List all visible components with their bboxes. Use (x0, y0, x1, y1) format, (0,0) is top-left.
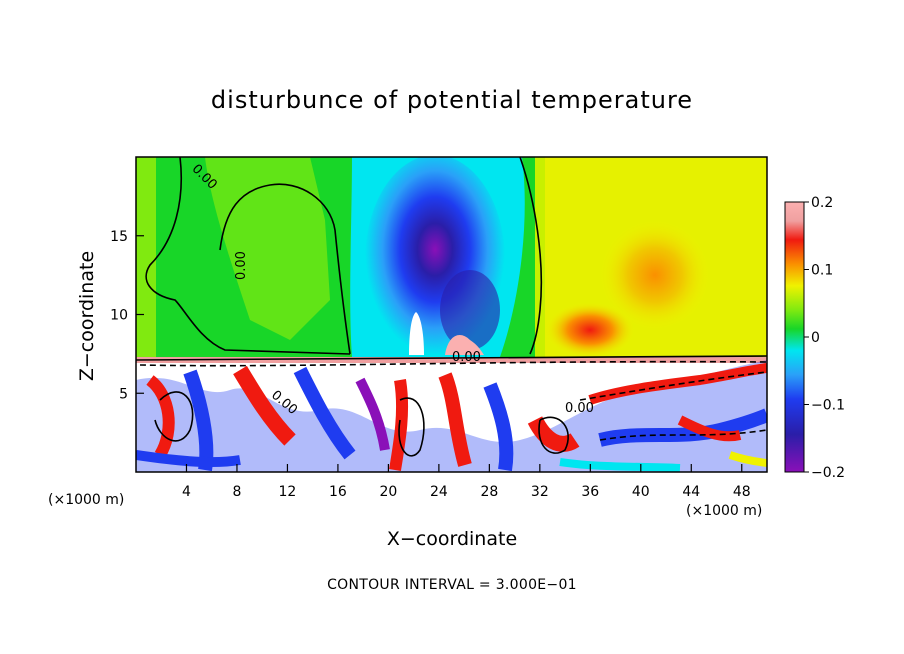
x-tick-label: 32 (531, 484, 549, 500)
colorbar (784, 201, 805, 473)
x-tick-label: 20 (379, 484, 397, 500)
y-tick-label: 10 (110, 308, 128, 324)
x-tick-label: 44 (682, 484, 700, 500)
x-tick-label: 8 (232, 484, 241, 500)
x-tick-label: 24 (430, 484, 448, 500)
colorbar-tick-label: 0 (811, 330, 820, 346)
x-tick-label: 36 (581, 484, 599, 500)
x-axis-label: X−coordinate (386, 528, 518, 550)
x-tick-label: 40 (632, 484, 650, 500)
y-axis-ticks: 5 10 15 (110, 229, 144, 402)
colorbar-ticks: 0.2 0.1 0 −0.1 −0.2 (804, 195, 845, 481)
heatmap-field (136, 157, 767, 472)
contour-lines (136, 157, 767, 457)
x-unit-left: (×1000 m) (48, 492, 125, 508)
x-tick-label: 4 (182, 484, 191, 500)
y-tick-label: 15 (110, 229, 128, 245)
contour-label: 0.00 (452, 350, 481, 365)
contour-label: 0.00 (565, 401, 594, 416)
x-tick-label: 28 (480, 484, 498, 500)
x-unit-right: (×1000 m) (686, 503, 763, 519)
x-tick-label: 12 (279, 484, 297, 500)
colorbar-tick-label: −0.1 (811, 398, 845, 414)
colorbar-tick-label: 0.2 (811, 195, 833, 211)
colorbar-tick-label: 0.1 (811, 263, 833, 279)
x-tick-label: 16 (329, 484, 347, 500)
contour-interval-note: CONTOUR INTERVAL = 3.000E−01 (327, 577, 577, 593)
colorbar-tick-label: −0.2 (811, 465, 845, 481)
chart-title: disturbunce of potential temperature (210, 86, 694, 114)
contour-label: 0.00 (234, 251, 249, 280)
x-axis-ticks: 4 8 12 16 20 24 28 32 36 40 44 48 (182, 464, 751, 500)
x-tick-label: 48 (733, 484, 751, 500)
y-tick-label: 5 (119, 386, 128, 402)
